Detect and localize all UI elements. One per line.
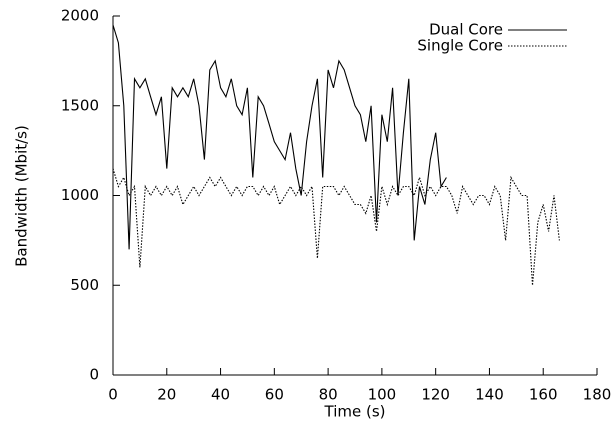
x-tick-label: 40 [211,386,230,404]
y-tick-label: 1500 [61,96,99,114]
x-tick-label: 20 [157,386,176,404]
y-tick-label: 1000 [61,186,99,204]
y-axis-label: Bandwidth (Mbit/s) [13,125,31,267]
x-tick-label: 0 [108,386,118,404]
y-tick-label: 0 [89,366,99,384]
x-axis-label: Time (s) [324,403,386,421]
x-tick-label: 180 [583,386,612,404]
y-tick-label: 500 [70,276,99,294]
x-tick-label: 140 [475,386,504,404]
x-tick-label: 60 [265,386,284,404]
x-tick-label: 100 [368,386,397,404]
series-line [112,168,560,286]
legend-label: Dual Core [429,21,503,39]
series-line [112,24,447,250]
x-tick-label: 160 [529,386,558,404]
y-tick-label: 2000 [61,7,99,25]
x-tick-label: 80 [319,386,338,404]
x-tick-label: 120 [421,386,450,404]
legend-label: Single Core [417,37,503,55]
